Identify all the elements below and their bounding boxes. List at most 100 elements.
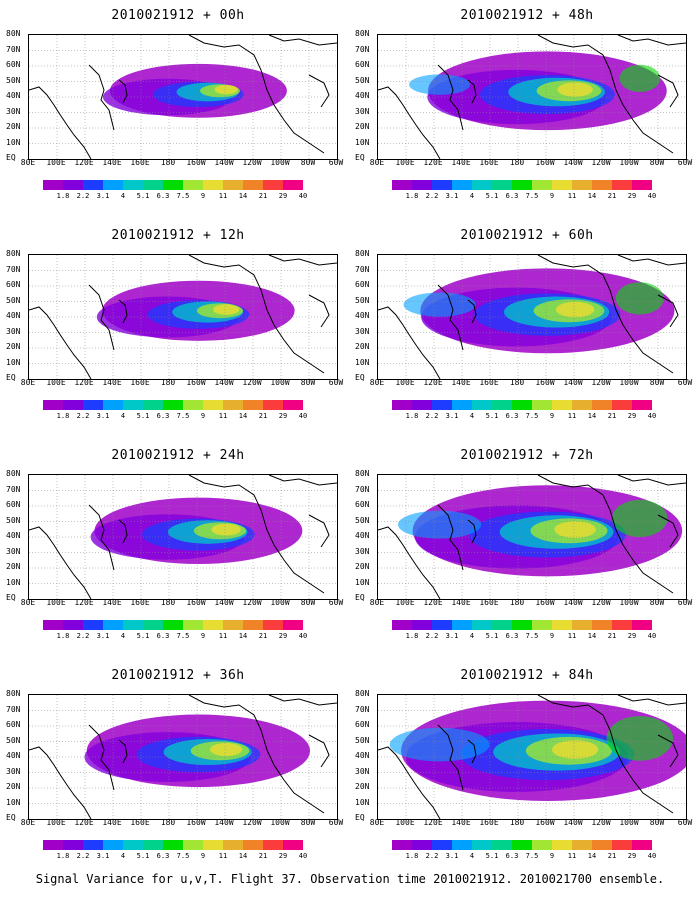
lat-tick-label: 80N: [355, 249, 370, 258]
colorbar-label: 14: [238, 632, 248, 640]
lon-tick-label: 60W: [328, 598, 344, 607]
colorbar-swatch: [283, 180, 303, 190]
lat-tick-label: 80N: [6, 29, 21, 38]
lat-tick-label: EQ: [355, 813, 365, 822]
lon-tick-label: 120W: [242, 378, 262, 387]
colorbar-label: 7.5: [525, 852, 539, 860]
variance-contour-map: [29, 475, 337, 599]
lon-tick-label: 120E: [423, 378, 443, 387]
variance-contour-map: [378, 475, 686, 599]
colorbar-label: 4: [120, 412, 126, 420]
variance-contour-map: [29, 255, 337, 379]
colorbar-label: 21: [607, 632, 617, 640]
lon-tick-label: 160E: [479, 598, 499, 607]
panel-title: 2010021912 + 12h: [111, 228, 245, 243]
colorbar-swatch: [123, 620, 143, 630]
lat-tick-label: 30N: [6, 106, 21, 116]
lat-tick-label: 20N: [355, 342, 370, 351]
lon-tick-label: 80W: [300, 598, 316, 607]
colorbar-swatch: [472, 400, 492, 410]
lon-tick-label: 80W: [300, 378, 316, 387]
colorbar-label: 40: [298, 192, 308, 200]
lat-tick-label: 80N: [6, 249, 21, 258]
lon-tick-label: 140W: [214, 818, 234, 827]
lon-tick-label: 160W: [535, 818, 555, 827]
lat-tick-label: 30N: [355, 326, 370, 336]
map-area: [377, 474, 687, 600]
colorbar-swatch: [512, 620, 532, 630]
colorbar-label: 9: [549, 632, 555, 640]
lon-tick-label: 120W: [591, 818, 611, 827]
lat-tick-label: 60N: [355, 720, 370, 729]
colorbar-swatch: [283, 840, 303, 850]
lat-tick-label: EQ: [355, 593, 365, 602]
colorbar-label: 40: [647, 852, 657, 860]
colorbar-label: 3.1: [96, 412, 110, 420]
colorbar-swatch: [412, 180, 432, 190]
colorbar-swatch: [432, 400, 452, 410]
colorbar-swatch: [552, 620, 572, 630]
colorbar-label: 4: [469, 412, 475, 420]
colorbar-swatch: [103, 180, 123, 190]
colorbar-labels: 1.8 2.2 3.1 4 5.1 6.3 7.5 9 11 14 21 29 40: [43, 412, 308, 422]
lat-tick-label: 50N: [355, 735, 370, 745]
lat-tick-label: 70N: [355, 44, 370, 54]
colorbar-swatch: [83, 620, 103, 630]
map-panel: 2010021912 + 84h 80N 70N 60N 50N 40N 30N 20N 10N…: [355, 662, 697, 877]
lat-tick-label: 60N: [355, 60, 370, 69]
lon-tick-label: 140W: [563, 158, 583, 167]
colorbar-swatch: [243, 400, 263, 410]
lat-tick-label: 80N: [355, 469, 370, 478]
colorbar-label: 2.2: [76, 852, 90, 860]
colorbar-label: 2.2: [425, 852, 439, 860]
colorbar-label: 11: [567, 412, 577, 420]
colorbar-labels: 1.8 2.2 3.1 4 5.1 6.3 7.5 9 11 14 21 29 40: [43, 192, 308, 202]
variance-contour-map: [29, 35, 337, 159]
lat-tick-label: 50N: [6, 75, 21, 85]
lon-tick-label: 120W: [591, 598, 611, 607]
colorbar-swatch: [103, 400, 123, 410]
figure-caption: Signal Variance for u,v,T. Flight 37. Ob…: [35, 872, 665, 886]
lon-tick-label: 60W: [677, 158, 693, 167]
colorbar-label: 40: [298, 852, 308, 860]
lat-tick-label: 40N: [355, 751, 370, 760]
colorbar-swatch: [63, 180, 83, 190]
colorbar: [43, 180, 303, 190]
colorbar-label: 21: [607, 852, 617, 860]
colorbar-label: 14: [238, 412, 248, 420]
lat-tick-label: 70N: [355, 704, 370, 714]
lat-tick-label: 40N: [6, 531, 21, 540]
lat-tick-label: EQ: [6, 153, 16, 162]
lat-tick-label: 70N: [355, 484, 370, 494]
lon-tick-label: 100W: [619, 598, 639, 607]
lat-tick-label: 40N: [6, 751, 21, 760]
colorbar-label: 14: [587, 412, 597, 420]
map-panel: 2010021912 + 72h 80N 70N 60N 50N 40N 30N 20N 10N…: [355, 442, 697, 657]
colorbar-label: 40: [647, 192, 657, 200]
colorbar-label: 3.1: [445, 852, 459, 860]
colorbar-swatch: [632, 400, 652, 410]
map-panel: 2010021912 + 36h 80N 70N 60N 50N 40N 30N 20N 10N…: [6, 662, 348, 877]
colorbar-labels: 1.8 2.2 3.1 4 5.1 6.3 7.5 9 11 14 21 29 40: [43, 632, 308, 642]
colorbar-label: 7.5: [525, 632, 539, 640]
lon-tick-label: 140E: [451, 158, 471, 167]
lon-tick-label: 100E: [395, 378, 415, 387]
lat-tick-label: 20N: [355, 122, 370, 131]
colorbar-label: 29: [627, 632, 637, 640]
colorbar-label: 11: [567, 632, 577, 640]
colorbar-label: 1.8: [56, 632, 70, 640]
panel-title: 2010021912 + 24h: [111, 448, 245, 463]
lat-tick-label: 40N: [355, 91, 370, 100]
lon-tick-label: 120W: [242, 158, 262, 167]
lat-tick-label: 70N: [6, 264, 21, 274]
lon-tick-label: 100E: [46, 818, 66, 827]
colorbar-label: 40: [647, 412, 657, 420]
colorbar-swatch: [512, 840, 532, 850]
colorbar-label: 29: [278, 632, 288, 640]
colorbar-swatch: [412, 620, 432, 630]
colorbar-label: 40: [298, 632, 308, 640]
colorbar-label: 9: [200, 412, 206, 420]
lon-tick-label: 120E: [74, 818, 94, 827]
lon-tick-label: 140E: [102, 818, 122, 827]
lon-tick-label: 80E: [20, 378, 36, 387]
